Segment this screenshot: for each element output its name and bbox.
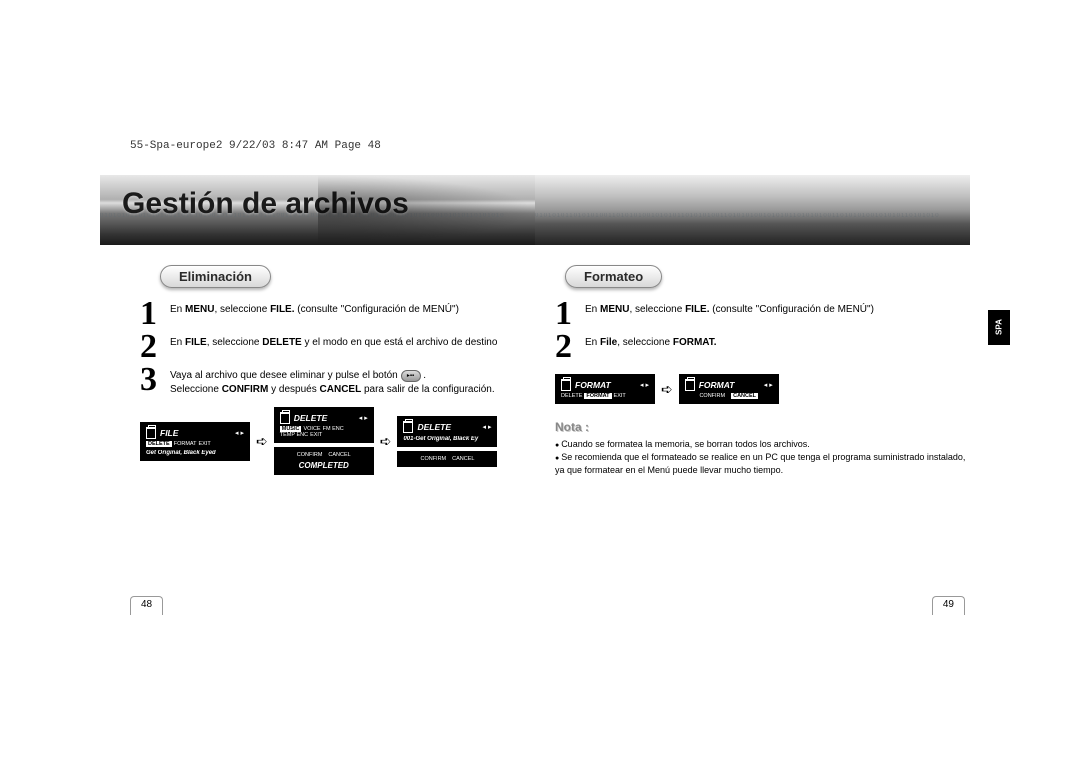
section-pill-formateo: Formateo: [565, 265, 662, 288]
steps-left: 1 En MENU, seleccione FILE. (consulte "C…: [140, 300, 535, 397]
arrow-icon: ➪: [661, 381, 673, 398]
note-label: Nota :: [555, 420, 970, 434]
step-2: 2 En FILE, seleccione DELETE y el modo e…: [140, 333, 515, 360]
banner-bits-decoration: 0101010110101010011010101001010101101010…: [535, 213, 970, 231]
arrow-icon: ➪: [380, 433, 392, 450]
screen-title: FORMAT: [699, 380, 760, 390]
trash-icon: [280, 412, 290, 424]
menu-item: CANCEL: [452, 456, 474, 462]
screen-format-b: FORMAT ◂ ▸ CONFIRM CANCEL: [679, 374, 779, 404]
section-pill-eliminacion: Eliminación: [160, 265, 271, 288]
page-number-left: 48: [130, 596, 163, 615]
page-left: 0101010110101010011010101001010101101010…: [100, 175, 535, 615]
trash-icon: [403, 421, 413, 433]
step-number: 2: [140, 333, 170, 360]
menu-item: EXIT: [614, 393, 626, 399]
step-text: En MENU, seleccione FILE. (consulte "Con…: [585, 300, 874, 317]
arrow-icon: ➪: [256, 433, 268, 450]
step-2: 2 En File, seleccione FORMAT.: [555, 333, 950, 360]
screen-file: FILE ◂ ▸ DELETE FORMAT EXIT Get Original…: [140, 422, 250, 461]
play-pause-icon: ▸▪▪: [401, 370, 421, 382]
screen-delete-top: DELETE ◂ ▸ MUSIC VOICE FM ENC TEMP ENC E…: [274, 407, 374, 443]
menu-item: CONFIRM: [420, 456, 446, 462]
banner-left: 0101010110101010011010101001010101101010…: [100, 175, 535, 245]
menu-item: FORMAT: [174, 441, 197, 447]
menu-item: DELETE: [561, 393, 582, 399]
step-3: 3 Vaya al archivo que desee eliminar y p…: [140, 366, 515, 397]
page-number-right: 49: [932, 596, 965, 615]
banner-right: 0101010110101010011010101001010101101010…: [535, 175, 970, 245]
print-meta: 55-Spa-europe2 9/22/03 8:47 AM Page 48: [130, 140, 381, 152]
nav-arrows-icon: ◂ ▸: [640, 381, 649, 389]
menu-item: FM ENC: [323, 426, 344, 432]
trash-icon: [561, 379, 571, 391]
menu-item: CONFIRM: [297, 452, 323, 458]
page-spread: 0101010110101010011010101001010101101010…: [100, 175, 970, 615]
screen-completed: COMPLETED: [280, 461, 368, 470]
step-number: 2: [555, 333, 585, 360]
menu-item-selected: CANCEL: [731, 393, 758, 399]
step-text: En MENU, seleccione FILE. (consulte "Con…: [170, 300, 459, 317]
screen-footer: 001-Get Original, Black Ey: [403, 436, 491, 442]
step-text: En File, seleccione FORMAT.: [585, 333, 717, 350]
screen-confirm-cancel: CONFIRM CANCEL: [397, 451, 497, 467]
note-item: Cuando se formatea la memoria, se borran…: [555, 438, 970, 451]
nav-arrows-icon: ◂ ▸: [359, 414, 368, 422]
step-text: En FILE, seleccione DELETE y el modo en …: [170, 333, 497, 350]
menu-item-selected: DELETE: [146, 441, 172, 447]
step-number: 1: [555, 300, 585, 327]
step-1: 1 En MENU, seleccione FILE. (consulte "C…: [140, 300, 515, 327]
step-number: 1: [140, 300, 170, 327]
screen-title: FILE: [160, 428, 231, 438]
menu-item: CONFIRM: [699, 393, 725, 399]
menu-item: EXIT: [310, 432, 322, 438]
step-1: 1 En MENU, seleccione FILE. (consulte "C…: [555, 300, 950, 327]
screen-row-left: FILE ◂ ▸ DELETE FORMAT EXIT Get Original…: [140, 407, 535, 475]
nav-arrows-icon: ◂ ▸: [235, 429, 244, 437]
step-number: 3: [140, 366, 170, 393]
nav-arrows-icon: ◂ ▸: [482, 423, 491, 431]
menu-item: TEMP ENC: [280, 432, 308, 438]
screen-footer: Get Original, Black Eyed: [146, 450, 244, 456]
screen-delete-file: DELETE ◂ ▸ 001-Get Original, Black Ey: [397, 416, 497, 447]
side-tab-spa: SPA: [988, 310, 1010, 345]
screen-row-right: FORMAT ◂ ▸ DELETE FORMAT EXIT ➪ FORMAT ◂…: [555, 374, 970, 404]
screen-delete-confirm: CONFIRM CANCEL COMPLETED: [274, 447, 374, 475]
menu-item-selected: FORMAT: [584, 393, 611, 399]
note-list: Cuando se formatea la memoria, se borran…: [555, 438, 970, 476]
trash-icon: [146, 427, 156, 439]
steps-right: 1 En MENU, seleccione FILE. (consulte "C…: [555, 300, 970, 360]
nav-arrows-icon: ◂ ▸: [764, 381, 773, 389]
screen-title: DELETE: [294, 413, 355, 423]
page-right: 0101010110101010011010101001010101101010…: [535, 175, 970, 615]
trash-icon: [685, 379, 695, 391]
screen-format-a: FORMAT ◂ ▸ DELETE FORMAT EXIT: [555, 374, 655, 404]
note-item: Se recomienda que el formateado se reali…: [555, 451, 970, 476]
menu-item: CANCEL: [328, 452, 350, 458]
screen-title: DELETE: [417, 422, 478, 432]
screen-title: FORMAT: [575, 380, 636, 390]
menu-item: EXIT: [199, 441, 211, 447]
step-text: Vaya al archivo que desee eliminar y pul…: [170, 366, 495, 397]
